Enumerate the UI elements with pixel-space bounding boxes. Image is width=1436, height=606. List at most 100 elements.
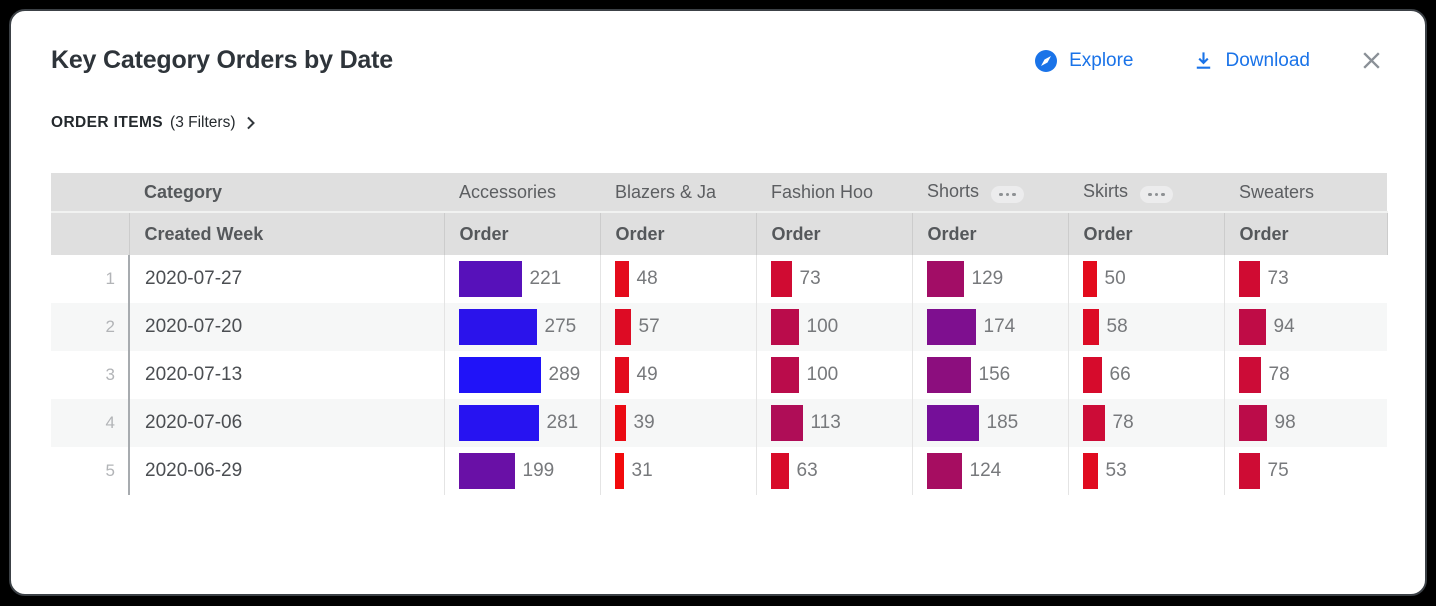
order-value-cell[interactable]: 156 bbox=[911, 351, 1068, 399]
column-menu-button[interactable] bbox=[991, 185, 1024, 203]
value-label: 78 bbox=[1112, 412, 1134, 433]
order-value-cell[interactable]: 73 bbox=[755, 255, 912, 303]
value-label: 199 bbox=[522, 460, 555, 481]
chevron-right-icon bbox=[245, 116, 256, 130]
column-menu-button[interactable] bbox=[1140, 185, 1173, 203]
measure-header[interactable]: Order bbox=[755, 212, 912, 255]
value-label: 78 bbox=[1268, 364, 1290, 385]
page-title: Key Category Orders by Date bbox=[51, 46, 393, 74]
order-value-cell[interactable]: 129 bbox=[911, 255, 1068, 303]
order-value-cell[interactable]: 185 bbox=[911, 399, 1068, 447]
value-label: 221 bbox=[529, 268, 562, 289]
close-icon bbox=[1363, 52, 1380, 69]
created-week-cell[interactable]: 2020-07-27 bbox=[128, 255, 444, 303]
order-value-cell[interactable]: 78 bbox=[1223, 351, 1387, 399]
compass-icon bbox=[1034, 49, 1058, 73]
filters-count: (3 Filters) bbox=[170, 114, 236, 131]
value-bar bbox=[1238, 453, 1260, 489]
category-header[interactable]: Fashion Hoo bbox=[756, 173, 912, 213]
value-bar bbox=[1082, 357, 1102, 393]
value-bar bbox=[458, 261, 522, 297]
measure-header[interactable]: Order bbox=[1067, 212, 1224, 255]
order-value-cell[interactable]: 199 bbox=[443, 447, 600, 495]
value-bar bbox=[458, 453, 515, 489]
explore-label: Explore bbox=[1069, 49, 1134, 71]
value-bar bbox=[770, 309, 799, 345]
category-header-row: Category Accessories Blazers & Ja Fashion … bbox=[51, 173, 1387, 213]
order-value-cell[interactable]: 281 bbox=[443, 399, 600, 447]
value-bar bbox=[1082, 453, 1098, 489]
order-value-cell[interactable]: 63 bbox=[755, 447, 912, 495]
value-label: 39 bbox=[633, 412, 655, 433]
value-label: 124 bbox=[969, 460, 1002, 481]
category-header[interactable]: Skirts bbox=[1068, 173, 1224, 213]
dashboard-tile-modal: Key Category Orders by Date Explore bbox=[9, 9, 1427, 596]
table-row: 3 2020-07-13 289 49 100 156 66 78 bbox=[51, 351, 1387, 399]
order-value-cell[interactable]: 174 bbox=[911, 303, 1068, 351]
table-row: 4 2020-07-06 281 39 113 185 78 98 bbox=[51, 399, 1387, 447]
created-week-cell[interactable]: 2020-07-13 bbox=[128, 351, 444, 399]
value-bar bbox=[1238, 261, 1260, 297]
created-week-cell[interactable]: 2020-07-20 bbox=[128, 303, 444, 351]
order-value-cell[interactable]: 75 bbox=[1223, 447, 1387, 495]
order-value-cell[interactable]: 58 bbox=[1067, 303, 1224, 351]
measure-header[interactable]: Order bbox=[911, 212, 1068, 255]
order-value-cell[interactable]: 66 bbox=[1067, 351, 1224, 399]
category-header[interactable]: Shorts bbox=[912, 173, 1068, 213]
order-value-cell[interactable]: 39 bbox=[599, 399, 756, 447]
value-label: 49 bbox=[636, 364, 658, 385]
order-value-cell[interactable]: 53 bbox=[1067, 447, 1224, 495]
value-label: 58 bbox=[1106, 316, 1128, 337]
download-button[interactable]: Download bbox=[1192, 49, 1310, 72]
value-label: 53 bbox=[1105, 460, 1127, 481]
order-value-cell[interactable]: 124 bbox=[911, 447, 1068, 495]
measure-header[interactable]: Order bbox=[443, 212, 600, 255]
order-value-cell[interactable]: 275 bbox=[443, 303, 600, 351]
value-bar bbox=[614, 261, 629, 297]
order-value-cell[interactable]: 49 bbox=[599, 351, 756, 399]
query-source-link[interactable]: ORDER ITEMS (3 Filters) bbox=[51, 114, 256, 132]
value-label: 57 bbox=[638, 316, 660, 337]
order-value-cell[interactable]: 98 bbox=[1223, 399, 1387, 447]
value-bar bbox=[1082, 309, 1099, 345]
row-index-cell: 3 bbox=[105, 365, 115, 384]
created-week-cell[interactable]: 2020-07-06 bbox=[128, 399, 444, 447]
value-bar bbox=[926, 261, 964, 297]
order-value-cell[interactable]: 73 bbox=[1223, 255, 1387, 303]
order-value-cell[interactable]: 31 bbox=[599, 447, 756, 495]
value-bar bbox=[614, 405, 626, 441]
created-week-cell[interactable]: 2020-06-29 bbox=[128, 447, 444, 495]
value-bar bbox=[770, 453, 789, 489]
order-value-cell[interactable]: 78 bbox=[1067, 399, 1224, 447]
value-bar bbox=[1238, 357, 1261, 393]
value-bar bbox=[458, 357, 541, 393]
value-bar bbox=[1082, 405, 1105, 441]
table-body: 1 2020-07-27 221 48 73 129 50 73 2 2020-07-20 275 5… bbox=[51, 255, 1387, 495]
value-bar bbox=[770, 357, 799, 393]
order-value-cell[interactable]: 100 bbox=[755, 351, 912, 399]
category-header[interactable]: Blazers & Ja bbox=[600, 173, 756, 213]
row-index-cell: 4 bbox=[105, 413, 115, 432]
order-value-cell[interactable]: 221 bbox=[443, 255, 600, 303]
close-button[interactable] bbox=[1358, 47, 1385, 74]
pivot-field-header[interactable]: Category bbox=[129, 173, 444, 213]
table-row: 1 2020-07-27 221 48 73 129 50 73 bbox=[51, 255, 1387, 303]
order-value-cell[interactable]: 57 bbox=[599, 303, 756, 351]
measure-header[interactable]: Order bbox=[599, 212, 756, 255]
explore-button[interactable]: Explore bbox=[1034, 49, 1134, 73]
value-bar bbox=[458, 405, 539, 441]
order-value-cell[interactable]: 48 bbox=[599, 255, 756, 303]
category-header[interactable]: Sweaters bbox=[1224, 173, 1387, 213]
value-label: 281 bbox=[546, 412, 579, 433]
order-value-cell[interactable]: 289 bbox=[443, 351, 600, 399]
order-value-cell[interactable]: 100 bbox=[755, 303, 912, 351]
category-header[interactable]: Accessories bbox=[444, 173, 600, 213]
order-value-cell[interactable]: 94 bbox=[1223, 303, 1387, 351]
value-bar bbox=[1082, 261, 1097, 297]
dimension-header[interactable]: Created Week bbox=[128, 212, 444, 255]
measure-header[interactable]: Order bbox=[1223, 212, 1388, 255]
value-label: 75 bbox=[1267, 460, 1289, 481]
value-label: 94 bbox=[1273, 316, 1295, 337]
order-value-cell[interactable]: 50 bbox=[1067, 255, 1224, 303]
order-value-cell[interactable]: 113 bbox=[755, 399, 912, 447]
